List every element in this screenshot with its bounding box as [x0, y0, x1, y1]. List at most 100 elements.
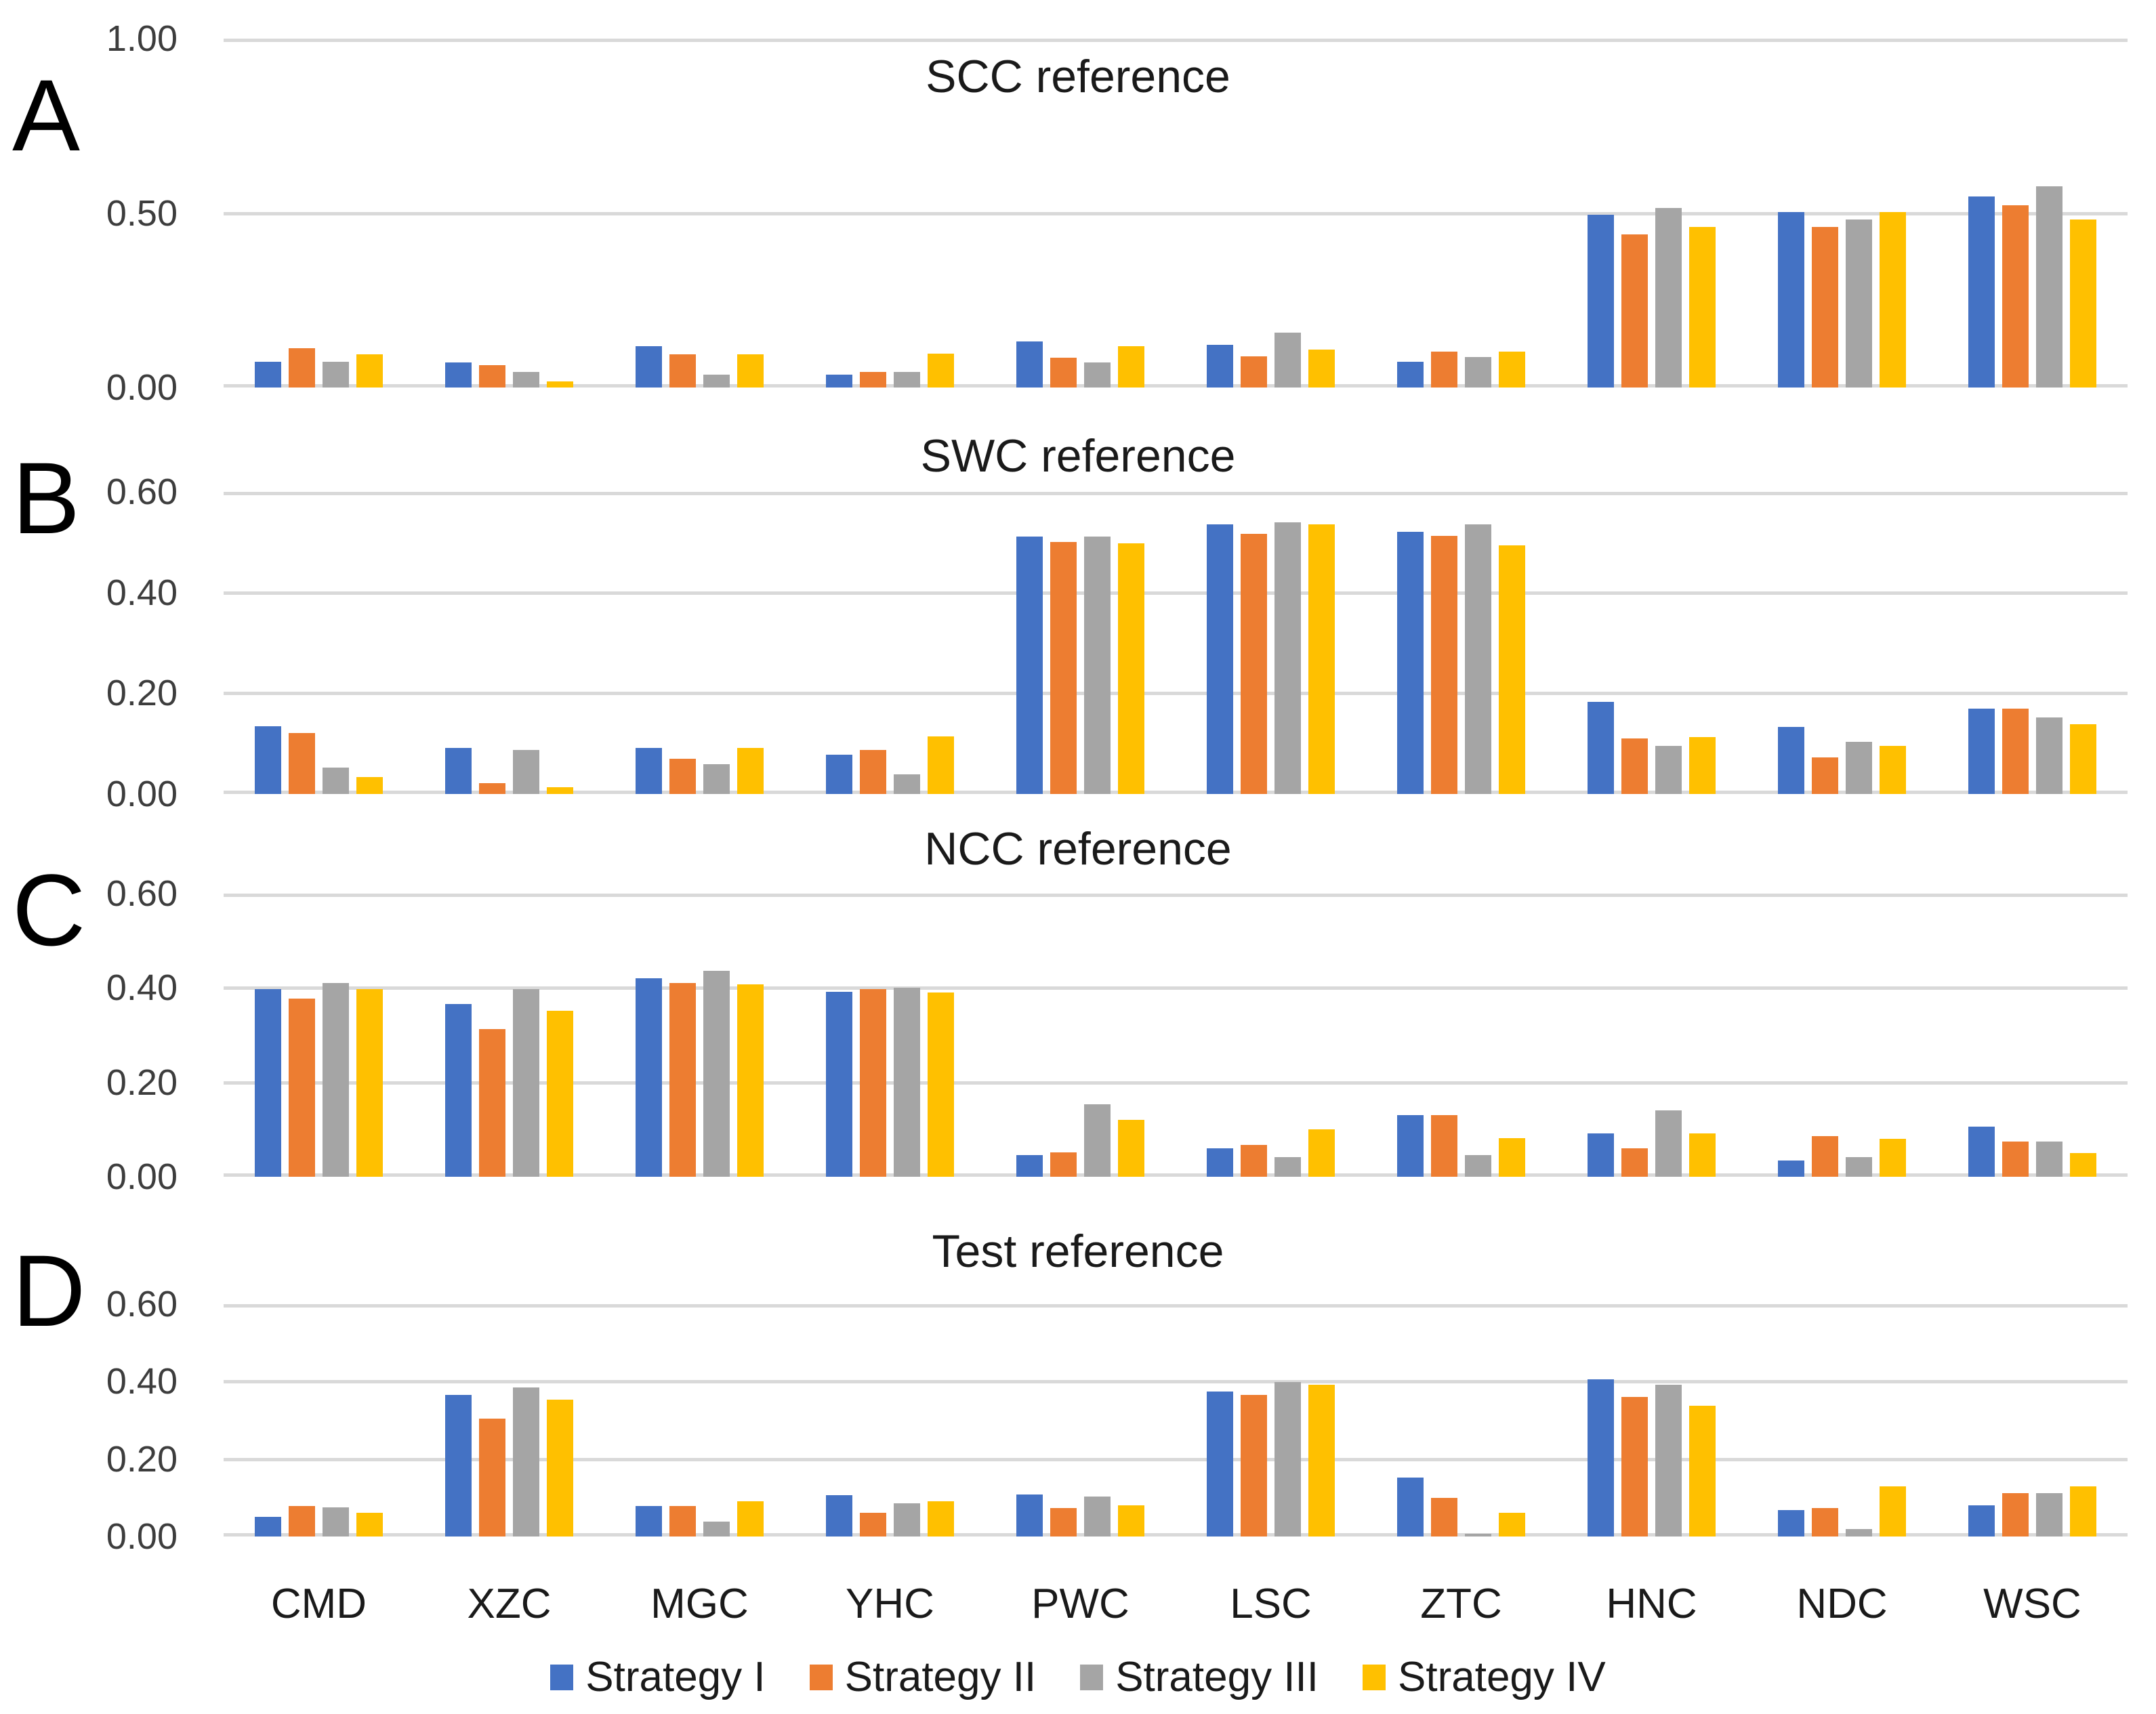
gridline-test-reference-0.00: [224, 1533, 2128, 1537]
bar-strategy-ii-lsc: [1241, 1394, 1267, 1537]
bar-strategy-iii-xzc: [513, 371, 539, 388]
bar-strategy-ii-hnc: [1621, 1148, 1648, 1177]
bar-strategy-ii-wsc: [2002, 205, 2029, 388]
bar-strategy-i-ndc: [1778, 1160, 1804, 1177]
gridline-ncc-reference-0.00: [224, 1173, 2128, 1177]
bar-strategy-i-lsc: [1207, 1392, 1233, 1537]
bar-strategy-iv-ztc: [1499, 1512, 1525, 1537]
panel-letter-c: C: [12, 853, 86, 967]
bar-strategy-i-wsc: [1968, 196, 1995, 388]
legend-label-strategy-iii: Strategy III: [1115, 1654, 1319, 1700]
bar-strategy-iii-xzc: [513, 989, 539, 1177]
bar-strategy-i-yhc: [826, 1495, 852, 1537]
bar-strategy-i-lsc: [1207, 524, 1233, 794]
gridline-ncc-reference-0.20: [224, 1081, 2128, 1085]
bar-strategy-iii-cmd: [323, 768, 349, 794]
bars-layer-scc-reference: [224, 39, 2128, 388]
bar-group-scc-reference-lsc: [1176, 39, 1366, 388]
bar-strategy-i-cmd: [255, 1517, 281, 1537]
bar-strategy-iv-lsc: [1308, 1384, 1335, 1537]
bar-strategy-iii-yhc: [894, 988, 920, 1177]
bar-strategy-iv-hnc: [1689, 1133, 1716, 1177]
bar-strategy-ii-xzc: [479, 1419, 505, 1537]
chart-title-scc: SCC reference: [926, 51, 1230, 102]
bar-strategy-iii-hnc: [1655, 208, 1682, 388]
bar-strategy-i-lsc: [1207, 344, 1233, 388]
bar-strategy-ii-lsc: [1241, 534, 1267, 794]
bar-group-test-reference-yhc: [795, 1304, 985, 1537]
bar-strategy-i-ztc: [1397, 531, 1424, 794]
bar-strategy-iii-ndc: [1846, 1157, 1872, 1177]
bar-strategy-ii-lsc: [1241, 356, 1267, 388]
bar-strategy-iii-lsc: [1274, 1156, 1301, 1177]
bar-strategy-iii-hnc: [1655, 746, 1682, 794]
gridline-test-reference-0.40: [224, 1380, 2128, 1384]
bar-strategy-iii-ztc: [1465, 1154, 1491, 1177]
bar-group-scc-reference-hnc: [1556, 39, 1747, 388]
bar-strategy-iii-ndc: [1846, 741, 1872, 794]
bar-group-test-reference-ndc: [1747, 1304, 1937, 1537]
bar-strategy-iv-pwc: [1118, 1505, 1144, 1537]
bar-strategy-i-wsc: [1968, 1505, 1995, 1537]
bar-group-test-reference-wsc: [1937, 1304, 2128, 1537]
y-tick-label-swc-reference-0.00: 0.00: [106, 774, 178, 814]
gridline-scc-reference-1.00: [224, 39, 2128, 42]
bar-group-test-reference-cmd: [224, 1304, 414, 1537]
chart-title-test: Test reference: [932, 1226, 1224, 1277]
bar-strategy-ii-xzc: [479, 1028, 505, 1177]
legend-swatch-strategy-iv: [1363, 1664, 1386, 1690]
bar-strategy-iv-wsc: [2070, 1486, 2096, 1537]
bar-strategy-iv-xzc: [547, 787, 573, 794]
bar-strategy-ii-ztc: [1431, 536, 1457, 794]
bar-strategy-ii-mgc: [669, 1506, 696, 1537]
bar-group-ncc-reference-lsc: [1176, 894, 1366, 1177]
bar-strategy-i-xzc: [445, 748, 472, 794]
bar-strategy-ii-lsc: [1241, 1145, 1267, 1177]
bar-strategy-ii-pwc: [1050, 357, 1077, 388]
bar-strategy-iii-yhc: [894, 1503, 920, 1537]
bar-strategy-ii-wsc: [2002, 709, 2029, 794]
bar-strategy-iii-hnc: [1655, 1384, 1682, 1537]
gridline-ncc-reference-0.60: [224, 894, 2128, 897]
bar-strategy-ii-cmd: [289, 999, 315, 1177]
bar-group-swc-reference-ztc: [1366, 492, 1556, 794]
bar-strategy-iv-pwc: [1118, 346, 1144, 388]
bars-layer-ncc-reference: [224, 894, 2128, 1177]
plot-area-scc: 1.00 0.50 0.00: [0, 20, 2156, 406]
bar-group-test-reference-pwc: [985, 1304, 1176, 1537]
bar-strategy-iii-cmd: [323, 982, 349, 1177]
bar-strategy-iii-cmd: [323, 362, 349, 388]
legend-label-strategy-iv: Strategy IV: [1398, 1654, 1606, 1700]
x-tick-label-ztc: ZTC: [1420, 1581, 1502, 1627]
bar-strategy-i-xzc: [445, 1004, 472, 1177]
bar-strategy-iv-mgc: [737, 984, 764, 1177]
bar-group-swc-reference-cmd: [224, 492, 414, 794]
bar-strategy-iv-hnc: [1689, 737, 1716, 794]
bar-strategy-i-ndc: [1778, 727, 1804, 794]
bar-group-scc-reference-wsc: [1937, 39, 2128, 388]
bar-group-swc-reference-wsc: [1937, 492, 2128, 794]
bar-group-scc-reference-yhc: [795, 39, 985, 388]
bar-strategy-iv-wsc: [2070, 220, 2096, 388]
bar-group-swc-reference-pwc: [985, 492, 1176, 794]
bar-strategy-iii-ndc: [1846, 1529, 1872, 1537]
bar-strategy-ii-ndc: [1812, 1507, 1838, 1537]
bar-strategy-i-wsc: [1968, 1127, 1995, 1177]
bar-strategy-i-mgc: [636, 346, 662, 388]
bar-strategy-ii-ndc: [1812, 1136, 1838, 1177]
panel-letter-b: B: [12, 441, 81, 555]
bar-strategy-ii-ztc: [1431, 1115, 1457, 1177]
bar-strategy-ii-wsc: [2002, 1492, 2029, 1537]
bar-strategy-ii-ztc: [1431, 352, 1457, 388]
bar-strategy-ii-ndc: [1812, 757, 1838, 794]
bar-strategy-iv-yhc: [928, 992, 954, 1177]
bar-strategy-iv-wsc: [2070, 1153, 2096, 1177]
gridline-swc-reference-0.20: [224, 692, 2128, 696]
gridline-scc-reference-0.50: [224, 211, 2128, 215]
bar-group-scc-reference-ndc: [1747, 39, 1937, 388]
legend-swatch-strategy-i: [550, 1664, 574, 1690]
bar-strategy-iv-xzc: [547, 381, 573, 388]
bar-strategy-i-wsc: [1968, 709, 1995, 794]
bar-strategy-ii-yhc: [860, 371, 886, 388]
y-tick-label-swc-reference-0.60: 0.60: [106, 472, 178, 512]
